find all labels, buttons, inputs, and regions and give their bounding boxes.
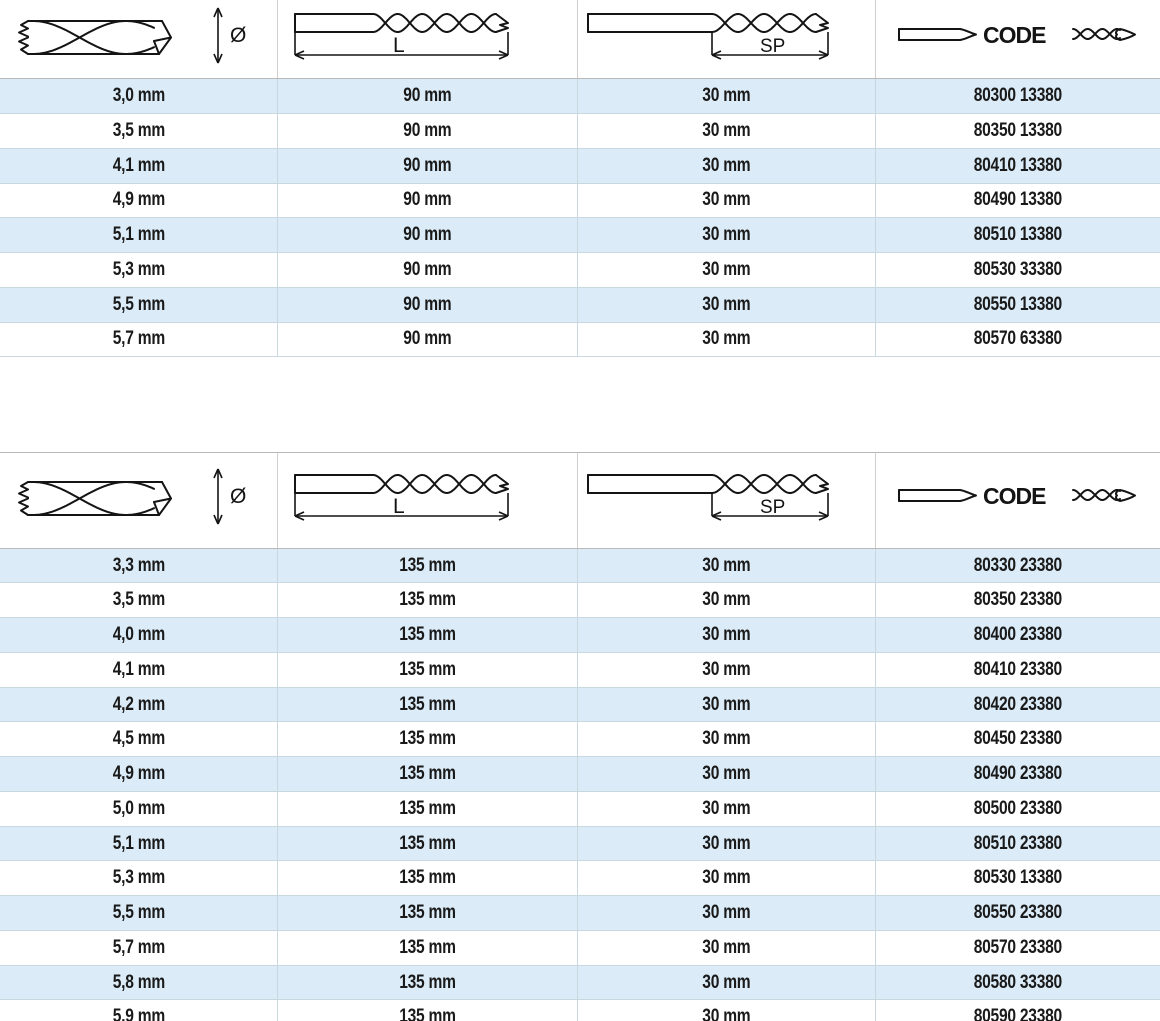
svg-text:CODE: CODE bbox=[983, 22, 1046, 48]
svg-text:L: L bbox=[393, 495, 405, 518]
svg-text:SP: SP bbox=[760, 36, 785, 57]
svg-text:CODE: CODE bbox=[983, 483, 1046, 509]
svg-text:Ø: Ø bbox=[230, 24, 246, 47]
svg-text:SP: SP bbox=[760, 497, 785, 518]
svg-text:Ø: Ø bbox=[230, 485, 246, 508]
svg-text:L: L bbox=[393, 34, 405, 57]
